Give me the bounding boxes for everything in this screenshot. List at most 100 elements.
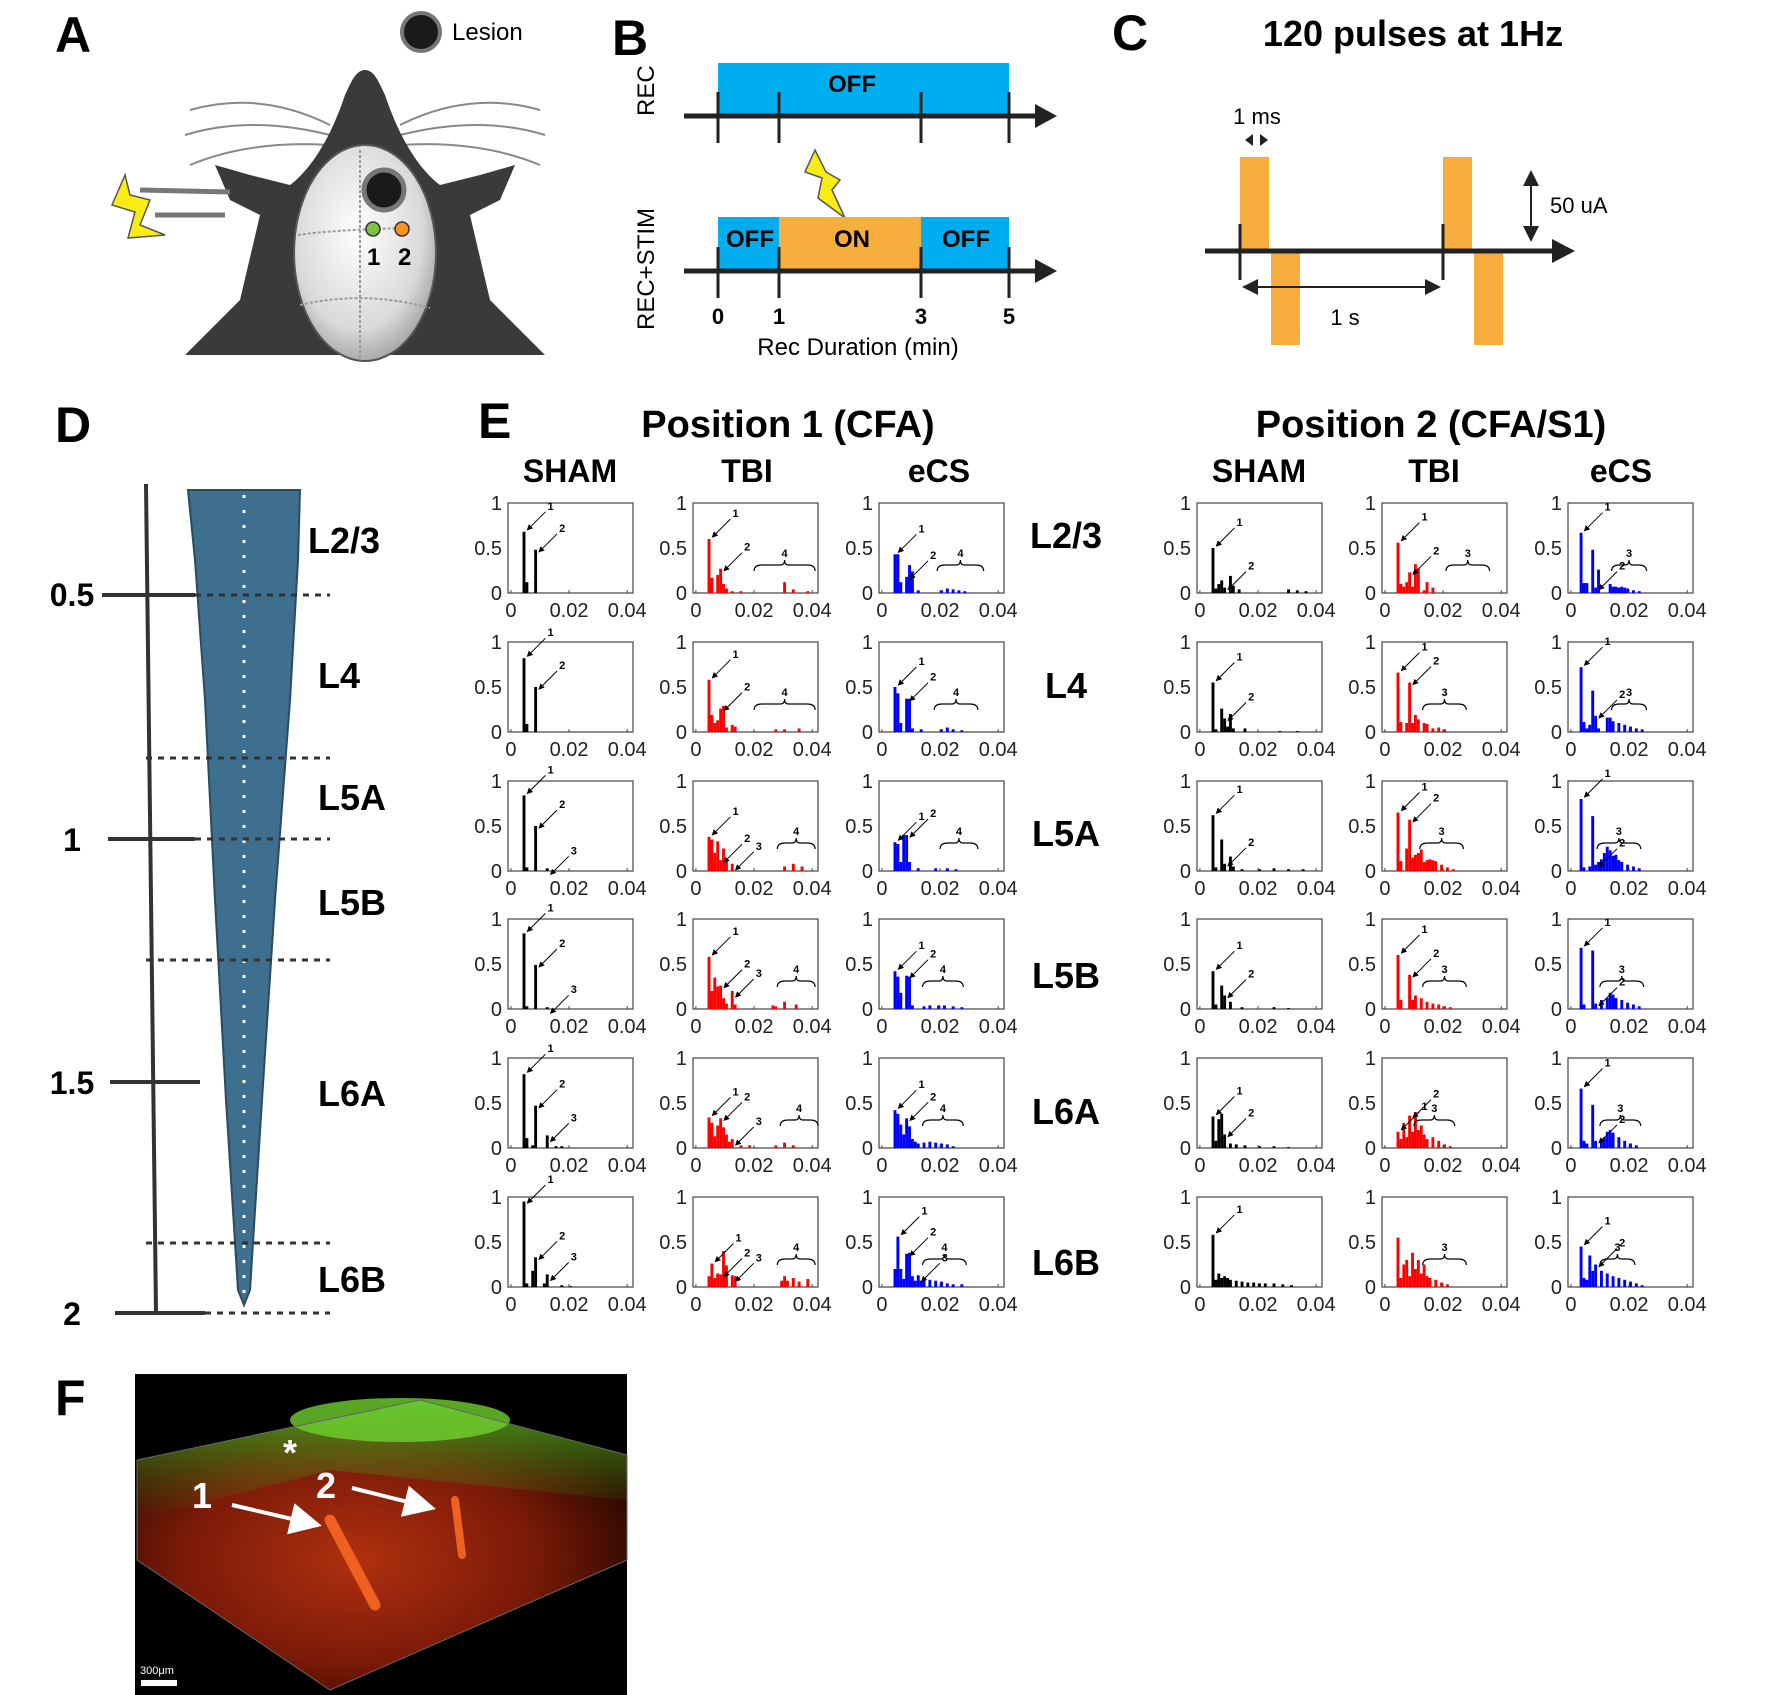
- histogram-bar: [783, 866, 787, 871]
- histogram-bar: [794, 1004, 798, 1009]
- histogram-bar: [893, 687, 897, 732]
- annotation-arrow-icon: [897, 950, 917, 970]
- y-tick-label: 1: [1551, 632, 1562, 654]
- x-tick-label: 0.02: [1239, 1294, 1278, 1316]
- histogram-bar: [522, 933, 526, 1009]
- y-tick-label: 1: [491, 771, 502, 793]
- histogram-bar: [922, 1142, 926, 1148]
- brace-label: 4: [956, 826, 963, 838]
- y-tick-label: 1: [1551, 1187, 1562, 1209]
- lesion-legend-icon: [400, 11, 442, 53]
- annotation-arrow-icon: [909, 959, 929, 979]
- layer-boundaries: [146, 593, 330, 1315]
- histogram-bar: [940, 729, 943, 732]
- histogram-bar: [1422, 862, 1426, 871]
- mouse-illustration: 1 2: [110, 70, 546, 362]
- histogram-bar: [1217, 584, 1221, 593]
- x-tick-label: 0.02: [921, 600, 960, 622]
- histogram-bar: [542, 1283, 546, 1287]
- histogram-bar: [905, 835, 909, 871]
- annotation-label: 2: [930, 1091, 936, 1103]
- histogram-bar: [716, 1273, 720, 1287]
- histogram-bar: [1626, 1002, 1630, 1009]
- histogram-bar: [730, 1139, 734, 1148]
- x-tick-label: 0.02: [735, 739, 774, 761]
- annotation-arrow-icon: [1227, 702, 1247, 722]
- histogram-bar: [1623, 587, 1627, 593]
- x-tick-label: 0: [505, 600, 516, 622]
- histogram-bar: [1237, 589, 1241, 593]
- annotation-label: 2: [744, 959, 750, 971]
- plot-frame: [1381, 641, 1508, 733]
- histogram-bar: [1605, 1131, 1609, 1148]
- histogram-L5B-ecs-pos2: 0 0.5 1 0 0.02 0.04 1 23: [1534, 909, 1706, 1038]
- histogram-bar: [1594, 1264, 1598, 1287]
- histogram-bar: [722, 705, 725, 732]
- site-1-label: 1: [367, 244, 380, 271]
- histogram-bar: [1605, 998, 1609, 1009]
- histogram-bar: [1240, 1007, 1244, 1009]
- histogram-bar: [724, 1265, 728, 1287]
- annotation-arrow-icon: [1598, 1248, 1618, 1268]
- panel-a: A Lesion 1 2: [55, 7, 546, 362]
- annotation-arrow-icon: [538, 1240, 558, 1261]
- histogram-bar: [1611, 994, 1615, 1009]
- histogram-bar: [730, 724, 734, 732]
- y-tick-label: 0.5: [474, 1093, 502, 1115]
- x-tick-label: 0.04: [1482, 739, 1521, 761]
- annotation-arrow-icon: [711, 1097, 731, 1117]
- histogram-bar: [1617, 587, 1621, 593]
- plot-frame: [1567, 502, 1694, 594]
- histogram-bar: [545, 1135, 549, 1148]
- rec-off-label: OFF: [828, 71, 876, 98]
- brace-icon: [936, 559, 985, 572]
- plot-frame: [1196, 780, 1323, 872]
- row-label-l6a: L6A: [1032, 1091, 1100, 1132]
- annotation-label: 3: [756, 968, 762, 980]
- histogram-bar: [1637, 868, 1641, 871]
- histogram-bar: [707, 956, 711, 1009]
- brace-icon: [939, 837, 979, 850]
- histogram-bar: [1399, 1000, 1403, 1009]
- y-tick-label: 1: [1365, 1048, 1376, 1070]
- y-tick-label: 0: [1551, 722, 1562, 744]
- y-tick-label: 0.5: [659, 677, 687, 699]
- x-tick-label: 0: [1379, 878, 1390, 900]
- histogram-bar: [806, 1278, 810, 1287]
- depth-axis: [144, 483, 158, 1314]
- histogram-bar: [1419, 1273, 1423, 1287]
- y-tick-label: 1: [676, 1187, 687, 1209]
- histogram-L6B-sham-pos1: 0 0.5 1 0 0.02 0.04 1 23: [474, 1174, 646, 1316]
- x-tick-label: 0: [690, 1294, 701, 1316]
- histogram-bar: [560, 1285, 564, 1287]
- depth-label-0-5: 0.5: [50, 577, 94, 613]
- x-tick-label: 0: [505, 1016, 516, 1038]
- histogram-bar: [1214, 1279, 1218, 1287]
- y-tick-label: 0.5: [1163, 1093, 1191, 1115]
- histogram-bar: [960, 730, 964, 732]
- y-tick-label: 1: [1180, 909, 1191, 931]
- histogram-bar: [722, 1251, 725, 1287]
- histogram-bar: [791, 1145, 795, 1148]
- brace-label: 3: [1439, 826, 1445, 838]
- histogram-bar: [1214, 729, 1218, 732]
- histogram-bar: [707, 679, 711, 732]
- histogram-bar: [1448, 1007, 1452, 1009]
- histogram-bar: [1614, 586, 1618, 593]
- lesion-site: [361, 167, 407, 213]
- annotation-arrow-icon: [711, 659, 731, 679]
- histogram-bar: [1405, 582, 1409, 593]
- x-tick-label: 0.04: [979, 600, 1018, 622]
- annotation-arrow-icon: [549, 1262, 570, 1282]
- y-tick-label: 0.5: [659, 538, 687, 560]
- histogram-L5A-sham-pos2: 0 0.5 1 0 0.02 0.04 1 2: [1163, 771, 1335, 900]
- histogram-L23-tbi-pos1: 0 0.5 1 0 0.02 0.04 1 2 4: [659, 493, 831, 622]
- brace-label: 4: [793, 1242, 800, 1254]
- annotation-arrow-icon: [549, 1123, 570, 1143]
- histogram-bar: [1214, 1004, 1218, 1009]
- x-tick-label: 0.02: [1239, 1016, 1278, 1038]
- histogram-bar: [1411, 857, 1414, 871]
- histogram-bar: [1623, 1279, 1627, 1287]
- group-header-sham-1: SHAM: [523, 453, 617, 489]
- x-tick-label: 0.02: [735, 600, 774, 622]
